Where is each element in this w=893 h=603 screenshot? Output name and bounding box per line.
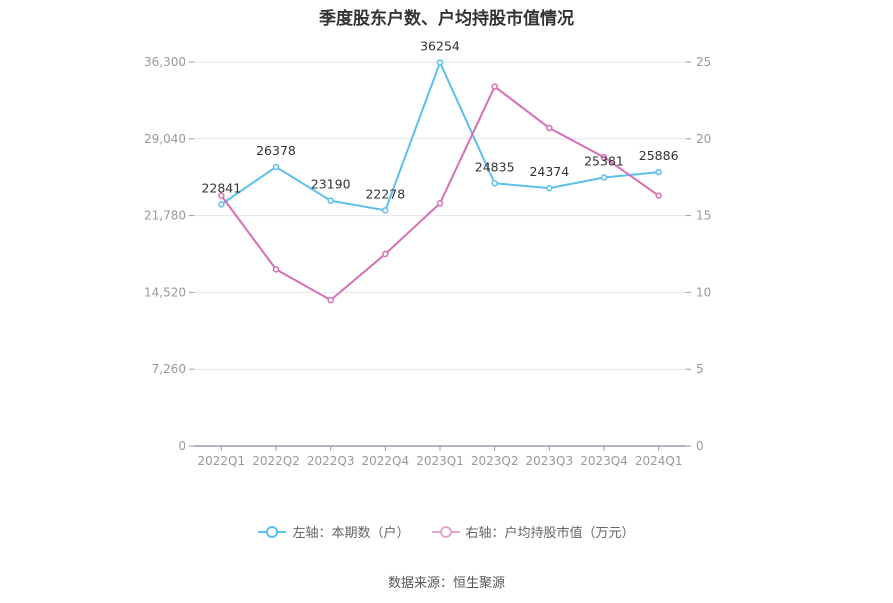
right-tick-label: 15 [696, 209, 711, 223]
data-point-left [546, 184, 553, 192]
data-label: 22278 [365, 186, 405, 201]
right-tick-label: 25 [696, 55, 711, 69]
x-tick-label: 2023Q1 [416, 454, 464, 468]
x-tick-label: 2022Q2 [252, 454, 300, 468]
data-point-right [600, 153, 608, 161]
right-tick-label: 0 [696, 439, 704, 453]
x-tick-label: 2022Q4 [362, 454, 410, 468]
series-line-left [220, 59, 659, 212]
data-point-right [491, 83, 498, 90]
data-label: 22841 [201, 180, 241, 195]
x-tick-label: 2023Q3 [526, 454, 574, 468]
chart-title: 季度股东户数、户均持股市值情况 [319, 9, 574, 29]
x-tick-label: 2023Q2 [471, 454, 519, 468]
legend-item-right-series[interactable]: 右轴：户均持股市值（万元） [431, 522, 635, 541]
left-tick-label: 0 [178, 439, 186, 453]
grid-lines [194, 61, 686, 370]
data-label: 24374 [529, 164, 569, 179]
legend: 左轴：本期数（户） 右轴：户均持股市值（万元） [0, 522, 893, 541]
data-point-left [327, 197, 334, 204]
data-point-right [436, 200, 444, 207]
data-point-left [491, 180, 498, 187]
legend-label-right-series: 右轴：户均持股市值（万元） [465, 526, 635, 541]
data-point-left [436, 59, 444, 66]
data-label: 23190 [311, 177, 351, 192]
series-line-right [220, 85, 660, 302]
left-tick-label: 14,520 [144, 285, 186, 299]
left-tick-label: 29,040 [144, 132, 186, 146]
data-point-right [218, 192, 225, 199]
data-point-left [272, 163, 280, 171]
x-tick-label: 2022Q1 [198, 454, 246, 468]
series-layer [218, 59, 662, 304]
data-source: 数据来源：恒生聚源 [387, 576, 505, 591]
left-tick-label: 36,300 [144, 55, 186, 69]
data-point-left [655, 168, 662, 176]
data-label: 25886 [639, 148, 679, 163]
data-label: 25381 [584, 154, 624, 169]
data-label: 36254 [420, 38, 460, 53]
right-axis-ticks: 0 5 10 15 20 25 [686, 55, 711, 453]
x-tick-label: 2024Q1 [635, 454, 683, 468]
x-tick-label: 2023Q4 [580, 454, 628, 468]
legend-line-marker-blue-icon [258, 525, 287, 538]
data-point-right [272, 266, 280, 273]
legend-label-left-series: 左轴：本期数（户） [292, 526, 410, 541]
legend-item-left-series[interactable]: 左轴：本期数（户） [258, 522, 410, 541]
data-point-left [218, 201, 225, 208]
x-axis: 2022Q1 2022Q2 2022Q3 2022Q4 2023Q1 2023Q2 2023… [194, 445, 686, 468]
data-label: 26378 [256, 143, 296, 158]
data-label: 24835 [475, 159, 515, 174]
right-tick-label: 20 [696, 132, 711, 146]
left-tick-label: 7,260 [152, 362, 186, 376]
right-tick-label: 5 [696, 362, 704, 376]
legend-line-marker-pink-icon [431, 525, 460, 538]
x-tick-label: 2022Q3 [307, 454, 355, 468]
left-tick-label: 21,780 [144, 209, 186, 223]
data-point-right [546, 124, 553, 132]
data-point-left [600, 174, 608, 181]
data-point-right [655, 192, 662, 199]
left-axis-ticks: 0 7,260 14,520 21,780 29,040 36,300 [144, 55, 194, 453]
data-point-right [327, 296, 334, 304]
right-tick-label: 10 [696, 285, 711, 299]
data-labels: 22841 26378 23190 22278 36254 24835 24374 25381… [201, 38, 678, 201]
data-point-right [382, 250, 389, 258]
data-point-left [382, 207, 389, 214]
